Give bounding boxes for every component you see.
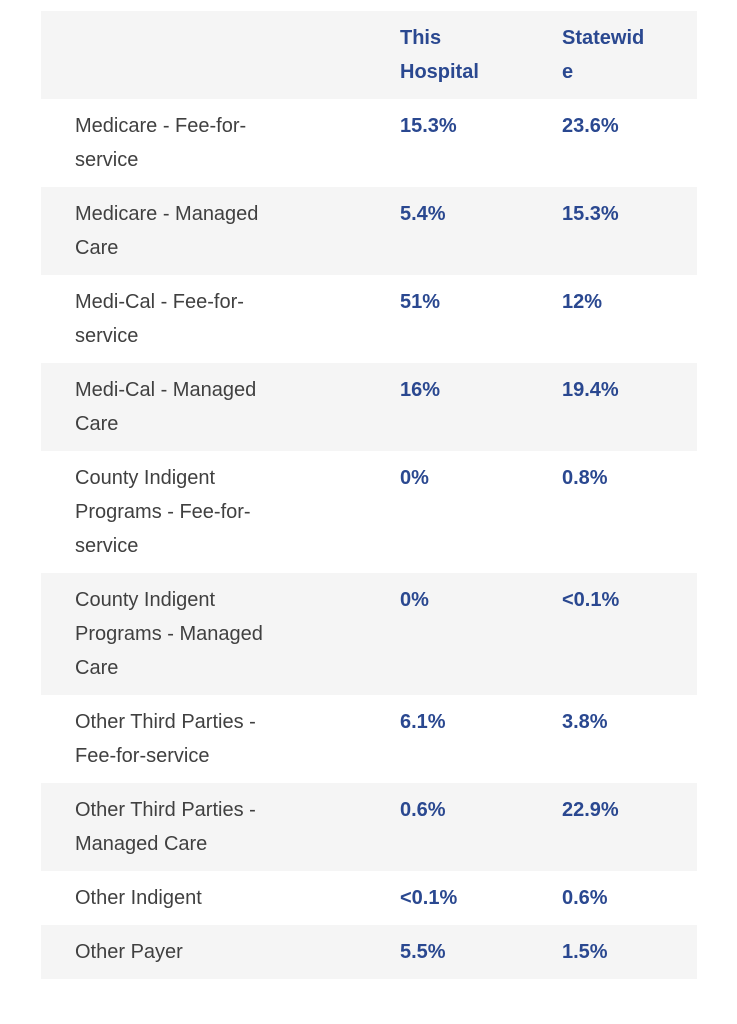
table-row: Medicare - Managed Care 5.4% 15.3% (41, 187, 697, 275)
row-label-cell: County Indigent Programs - Fee-for-servi… (75, 467, 251, 557)
column-header-empty (41, 11, 400, 99)
row-label-cell: Other Indigent (75, 887, 202, 909)
row-label-cell: Other Payer (75, 941, 183, 963)
this-hospital-value-cell: 5.5% (400, 941, 446, 963)
row-label-cell: Other Third Parties - Fee-for-service (75, 711, 256, 767)
row-label-cell: County Indigent Programs - Managed Care (75, 589, 263, 679)
payer-comparison-table-container: This Hospital Statewide Medicare - Fee-f… (41, 11, 697, 979)
statewide-value-cell: 19.4% (562, 379, 619, 401)
payer-table-header: This Hospital Statewide (41, 11, 697, 99)
header-row: This Hospital Statewide (41, 11, 697, 99)
table-row: Other Indigent <0.1% 0.6% (41, 871, 697, 925)
table-row: Medi-Cal - Fee-for-service 51% 12% (41, 275, 697, 363)
row-label-cell: Medi-Cal - Fee-for-service (75, 291, 244, 347)
table-row: Other Third Parties - Fee-for-service 6.1… (41, 695, 697, 783)
row-label-cell: Medicare - Managed Care (75, 203, 259, 259)
payer-comparison-table: This Hospital Statewide Medicare - Fee-f… (41, 11, 697, 979)
column-header-this-hospital: This Hospital (400, 11, 562, 99)
statewide-value-cell: 12% (562, 291, 603, 313)
this-hospital-value-cell: 0% (400, 589, 429, 611)
this-hospital-value-cell: 0% (400, 467, 429, 489)
row-label-cell: Medicare - Fee-for-service (75, 115, 247, 171)
statewide-value-cell: 3.8% (562, 711, 608, 733)
table-row: Medicare - Fee-for-service 15.3% 23.6% (41, 99, 697, 187)
table-row: County Indigent Programs - Managed Care 0… (41, 573, 697, 695)
table-row: Medi-Cal - Managed Care 16% 19.4% (41, 363, 697, 451)
this-hospital-value-cell: <0.1% (400, 887, 458, 909)
statewide-value-cell: 23.6% (562, 115, 619, 137)
statewide-value-cell: 0.6% (562, 887, 608, 909)
statewide-value-cell: 1.5% (562, 941, 608, 963)
statewide-value-cell: 0.8% (562, 467, 608, 489)
column-header-statewide-label: Statewide (562, 27, 645, 83)
row-label-cell: Medi-Cal - Managed Care (75, 379, 257, 435)
this-hospital-value-cell: 51% (400, 291, 441, 313)
column-header-statewide: Statewide (562, 11, 697, 99)
statewide-value-cell: <0.1% (562, 589, 620, 611)
this-hospital-value-cell: 15.3% (400, 115, 457, 137)
this-hospital-value-cell: 0.6% (400, 799, 446, 821)
table-row: Other Third Parties - Managed Care 0.6% 22… (41, 783, 697, 871)
this-hospital-value-cell: 6.1% (400, 711, 446, 733)
table-row: County Indigent Programs - Fee-for-servi… (41, 451, 697, 573)
statewide-value-cell: 22.9% (562, 799, 619, 821)
payer-table-body: Medicare - Fee-for-service 15.3% 23.6% Medi… (41, 99, 697, 979)
column-header-this-hospital-label: This Hospital (400, 27, 479, 83)
statewide-value-cell: 15.3% (562, 203, 619, 225)
this-hospital-value-cell: 5.4% (400, 203, 446, 225)
this-hospital-value-cell: 16% (400, 379, 441, 401)
table-row: Other Payer 5.5% 1.5% (41, 925, 697, 979)
row-label-cell: Other Third Parties - Managed Care (75, 799, 256, 855)
